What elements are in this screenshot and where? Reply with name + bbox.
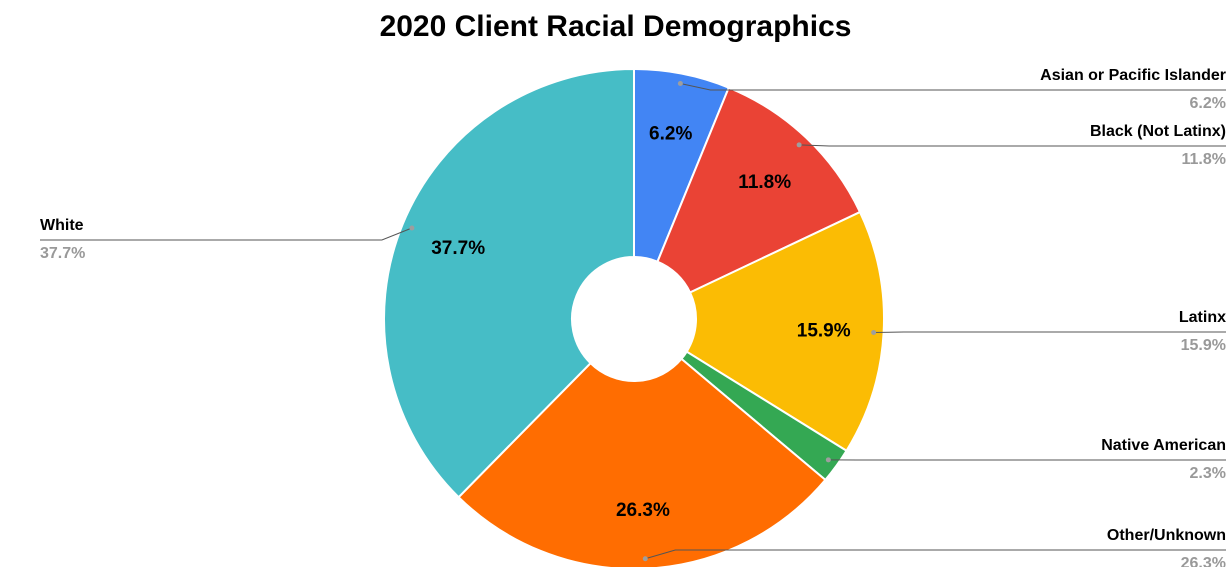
leader-dot-latinx: [871, 330, 877, 336]
leader-dot-other-unknown: [642, 556, 648, 562]
leader-dot-white: [409, 225, 415, 231]
slice-label-latinx: 15.9%: [797, 321, 851, 342]
slice-label-other-unknown: 26.3%: [616, 500, 670, 521]
leader-lines: [40, 81, 1226, 562]
legend-labels: Asian or Pacific Islander 6.2% Black (Not …: [40, 67, 1226, 567]
legend-name-asian-or-pacific-islander: Asian or Pacific Islander: [1040, 67, 1226, 84]
slice-other-unknown: [457, 357, 827, 567]
legend-value-native-american: 2.3%: [1190, 465, 1226, 482]
slice-labels: 6.2% 11.8% 15.9% 26.3% 37.7%: [431, 124, 850, 521]
slice-label-black-not-latinx: 11.8%: [738, 172, 791, 193]
leader-dot-asian-or-pacific-islander: [677, 81, 683, 87]
leader-dot-native-american: [825, 457, 831, 463]
legend-value-other-unknown: 26.3%: [1181, 555, 1226, 567]
legend-name-native-american: Native American: [1101, 437, 1226, 454]
slice-black-not-latinx: [656, 86, 862, 294]
legend-name-black-not-latinx: Black (Not Latinx): [1090, 123, 1226, 140]
slice-white: [383, 67, 635, 499]
chart-title: 2020 Client Racial Demographics: [379, 10, 852, 43]
slice-label-asian-or-pacific-islander: 6.2%: [649, 124, 692, 145]
legend-name-latinx: Latinx: [1179, 309, 1226, 326]
slice-latinx: [685, 210, 885, 453]
pie-slices: [383, 67, 885, 567]
legend-name-white: White: [40, 217, 84, 234]
legend-value-latinx: 15.9%: [1181, 337, 1226, 354]
leader-line-black-not-latinx: [799, 144, 1226, 147]
slice-label-white: 37.7%: [431, 238, 485, 259]
leader-line-latinx: [873, 331, 1226, 334]
leader-line-other-unknown: [645, 549, 1226, 560]
legend-value-asian-or-pacific-islander: 6.2%: [1190, 95, 1226, 112]
legend-value-black-not-latinx: 11.8%: [1182, 151, 1226, 168]
legend-value-white: 37.7%: [40, 245, 85, 262]
leader-line-white: [40, 227, 413, 241]
leader-line-asian-or-pacific-islander: [680, 83, 1226, 91]
legend-name-other-unknown: Other/Unknown: [1107, 527, 1226, 544]
leader-dot-black-not-latinx: [796, 142, 802, 148]
